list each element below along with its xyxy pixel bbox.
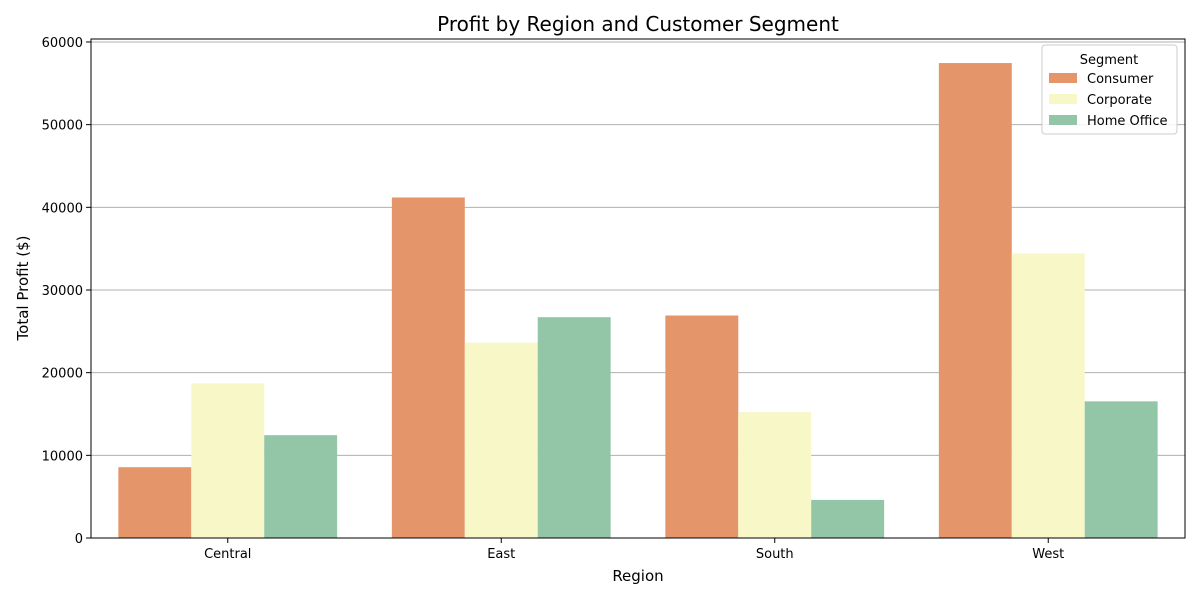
x-axis-label: Region bbox=[612, 567, 663, 585]
y-tick-label: 30000 bbox=[42, 284, 83, 299]
legend-swatch-corporate bbox=[1049, 94, 1077, 104]
x-tick-label: West bbox=[1032, 547, 1064, 562]
bar-central-home-office bbox=[264, 435, 338, 538]
y-tick-label: 50000 bbox=[42, 119, 83, 134]
x-tick-label: South bbox=[756, 547, 794, 562]
bar-south-home-office bbox=[811, 499, 885, 538]
x-axis-ticks: Central East South West bbox=[204, 538, 1064, 562]
y-tick-label: 20000 bbox=[42, 367, 83, 382]
legend-swatch-home-office bbox=[1049, 115, 1077, 125]
x-tick-label: East bbox=[487, 547, 515, 562]
y-axis-ticks: 0 10000 20000 30000 40000 50000 60000 bbox=[42, 36, 91, 547]
y-tick-label: 0 bbox=[75, 532, 83, 547]
legend-box bbox=[1041, 44, 1178, 135]
y-tick-label: 10000 bbox=[42, 449, 83, 464]
legend-label-corporate: Corporate bbox=[1087, 93, 1152, 108]
bar-east-home-office bbox=[537, 317, 611, 538]
legend: Segment Consumer Corporate Home Office bbox=[1041, 44, 1178, 135]
legend-label-home-office: Home Office bbox=[1087, 114, 1167, 129]
bar-east-corporate bbox=[464, 342, 538, 538]
bar-central-corporate bbox=[191, 383, 265, 538]
plot-frame bbox=[90, 38, 1186, 539]
bar-south-corporate bbox=[738, 412, 812, 538]
y-axis-label: Total Profit ($) bbox=[14, 236, 32, 342]
legend-label-consumer: Consumer bbox=[1087, 72, 1154, 87]
bar-south-consumer bbox=[665, 315, 739, 538]
bar-west-corporate bbox=[1011, 253, 1085, 538]
bars bbox=[118, 63, 1158, 538]
bar-west-consumer bbox=[938, 63, 1012, 538]
chart-title: Profit by Region and Customer Segment bbox=[437, 12, 839, 36]
bar-west-home-office bbox=[1084, 401, 1158, 538]
x-tick-label: Central bbox=[204, 547, 251, 562]
y-tick-label: 60000 bbox=[42, 36, 83, 51]
bar-central-consumer bbox=[118, 467, 192, 538]
y-tick-label: 40000 bbox=[42, 201, 83, 216]
bar-east-consumer bbox=[391, 197, 465, 538]
legend-swatch-consumer bbox=[1049, 73, 1077, 83]
legend-title: Segment bbox=[1080, 53, 1139, 68]
